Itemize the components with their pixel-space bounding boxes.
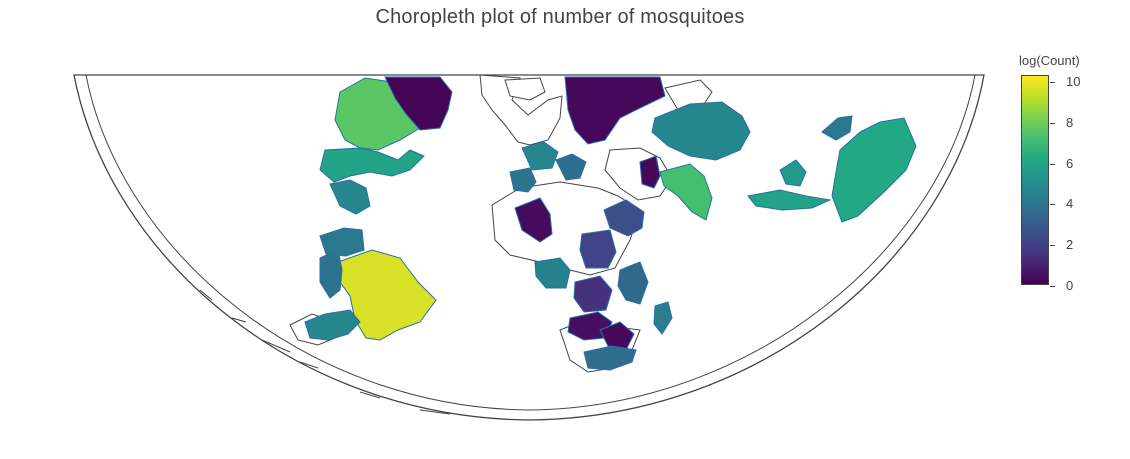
region-sudan[interactable] (579, 229, 617, 269)
region-australia[interactable] (831, 117, 917, 223)
region-india[interactable] (659, 163, 713, 221)
regions-layer (304, 76, 917, 371)
region-japan[interactable] (821, 115, 853, 141)
colorbar-tick-label: 10 (1066, 74, 1081, 89)
colorbar-tick-label: 2 (1066, 237, 1074, 253)
choropleth-map (73, 74, 985, 421)
region-madagascar[interactable] (653, 301, 673, 335)
region-indonesia[interactable] (747, 189, 832, 211)
colorbar-tick-mark (1050, 122, 1055, 124)
colorbar-title: log(Count) (1019, 53, 1080, 68)
chart-title: Choropleth plot of number of mosquitoes (375, 6, 745, 28)
colorbar-tick-label: 6 (1066, 155, 1074, 171)
region-united-states[interactable] (319, 147, 425, 183)
region-mexico[interactable] (329, 179, 371, 215)
colorbar-tick-mark (1050, 163, 1055, 165)
region-saudi-arabia[interactable] (603, 199, 645, 237)
colorbar-tick-label: 4 (1066, 196, 1074, 212)
colorbar-tick-mark (1050, 82, 1055, 83)
region-nigeria[interactable] (534, 257, 571, 289)
region-china[interactable] (651, 101, 751, 161)
region-spain[interactable] (509, 167, 537, 193)
region-zimbabwe[interactable] (599, 321, 635, 351)
colorbar-tick-label: 0 (1066, 278, 1074, 293)
colorbar-tick-mark (1050, 286, 1055, 287)
region-pakistan[interactable] (639, 155, 661, 189)
region-greenland[interactable] (384, 76, 453, 131)
colorbar-tick-mark (1050, 204, 1055, 206)
region-south-africa[interactable] (583, 345, 637, 371)
region-kenya[interactable] (617, 261, 649, 305)
region-argentina[interactable] (304, 309, 361, 341)
region-russia[interactable] (564, 76, 666, 145)
region-algeria[interactable] (514, 197, 553, 243)
colorbar-tick-label: 8 (1066, 114, 1074, 130)
colorbar-tick-mark (1050, 245, 1055, 247)
region-france[interactable] (521, 141, 559, 171)
colorbar (1021, 75, 1049, 285)
region-thailand[interactable] (779, 159, 807, 187)
region-italy[interactable] (555, 153, 587, 181)
region-colombia[interactable] (319, 227, 365, 257)
region-congo[interactable] (573, 275, 613, 313)
region-brazil[interactable] (337, 249, 437, 341)
